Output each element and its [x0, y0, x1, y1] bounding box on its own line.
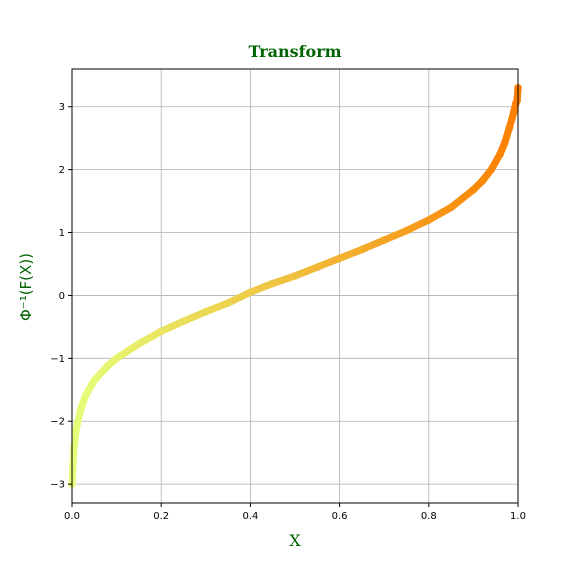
data-point [469, 185, 478, 194]
data-point [81, 392, 90, 400]
data-point [268, 279, 277, 288]
data-point [69, 461, 77, 470]
data-point [135, 340, 143, 348]
data-point [402, 226, 411, 235]
data-point [72, 423, 81, 432]
chart-title: Transform [248, 42, 341, 61]
data-point [77, 404, 85, 413]
x-axis-ticks: 0.0 0.2 0.4 0.6 0.8 1.0 [64, 503, 526, 522]
x-tick-label: 1.0 [510, 511, 526, 522]
data-point [380, 236, 389, 244]
y-tick-label: −1 [50, 354, 65, 365]
y-tick-label: 1 [59, 228, 65, 239]
data-point [179, 317, 188, 326]
y-tick-label: 3 [59, 102, 65, 113]
data-point [202, 307, 210, 316]
data-point [335, 254, 344, 263]
data-point [487, 165, 496, 174]
x-tick-label: 0.4 [242, 511, 258, 522]
data-point [496, 150, 504, 158]
y-axis-label: Φ⁻¹(F(X)) [17, 253, 35, 321]
data-point [447, 203, 455, 212]
data-point [425, 216, 433, 224]
grid [71, 69, 519, 503]
data-point [500, 139, 509, 148]
data-points [68, 84, 522, 488]
data-point [513, 96, 521, 105]
x-tick-label: 0.6 [332, 511, 348, 522]
x-tick-label: 0.2 [153, 511, 169, 522]
x-tick-label: 0.8 [421, 511, 437, 522]
data-point [157, 327, 165, 336]
y-axis-ticks: −3 −2 −1 0 1 2 3 [50, 102, 72, 491]
data-point [313, 263, 322, 271]
data-point [112, 354, 121, 363]
data-point [478, 177, 487, 185]
plot-frame [71, 68, 519, 504]
x-axis-label: X [289, 531, 301, 550]
data-point [509, 109, 518, 117]
data-point [224, 299, 232, 307]
x-tick-label: 0.0 [64, 511, 80, 522]
data-point [103, 362, 112, 370]
data-point [246, 288, 255, 297]
y-tick-label: 2 [59, 165, 65, 176]
data-point [505, 124, 513, 133]
y-tick-label: 0 [59, 291, 65, 302]
data-point [291, 272, 299, 280]
y-tick-label: −3 [50, 480, 65, 491]
y-tick-label: −2 [50, 417, 65, 428]
data-point [90, 376, 99, 385]
data-point [358, 245, 366, 254]
